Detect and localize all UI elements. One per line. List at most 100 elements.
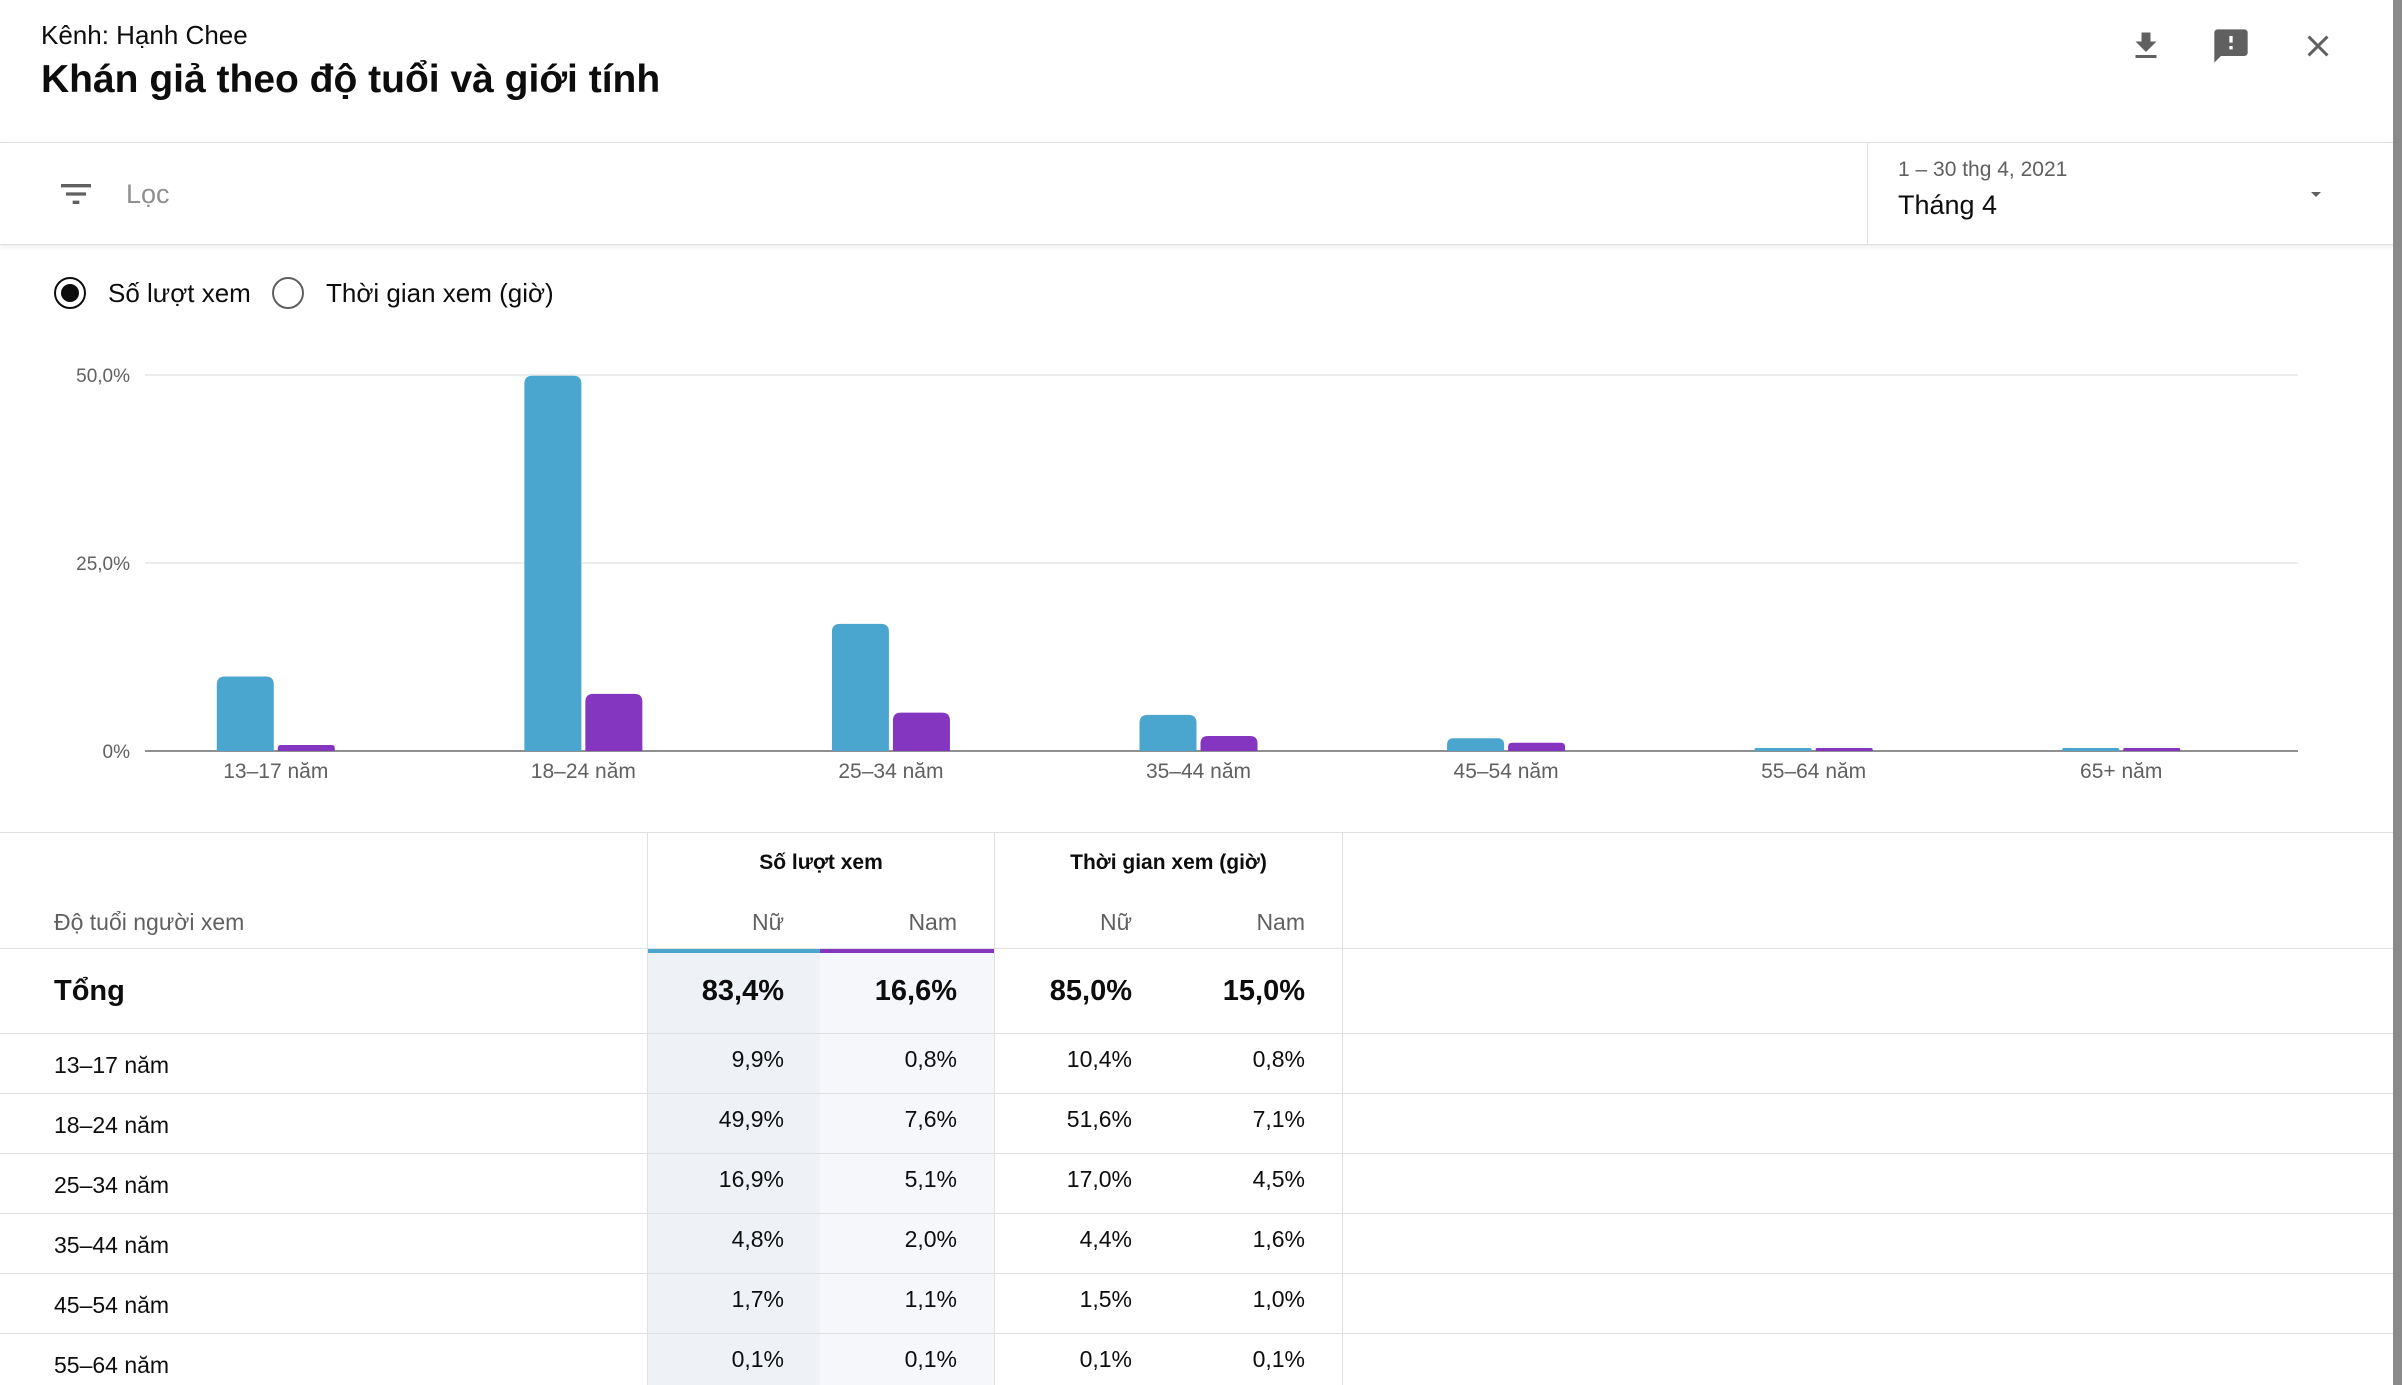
download-icon (2135, 32, 2157, 58)
header-watch-female[interactable]: Nữ (1099, 909, 1132, 935)
header-watch-male[interactable]: Nam (1256, 909, 1305, 935)
x-tick-label: 18–24 năm (531, 760, 636, 783)
x-tick-label: 35–44 năm (1146, 760, 1251, 783)
y-tick-label: 0% (103, 742, 131, 763)
date-period-label: Tháng 4 (1898, 190, 1998, 220)
row-value: 1,7% (731, 1286, 784, 1312)
table-row: 45–54 năm 1,7% 1,1% 1,5% 1,0% (0, 1274, 2393, 1334)
bar-female (1447, 738, 1505, 751)
feedback-icon (2214, 29, 2248, 63)
row-age: 55–64 năm (54, 1352, 170, 1378)
header-views-female[interactable]: Nữ (751, 909, 784, 935)
bar-male (1815, 748, 1873, 751)
row-age: 13–17 năm (54, 1052, 170, 1078)
row-age: 35–44 năm (54, 1232, 170, 1258)
row-value: 9,9% (731, 1046, 784, 1072)
bar-male (2123, 748, 2181, 751)
row-value: 2,0% (904, 1226, 957, 1252)
x-tick-label: 55–64 năm (1761, 760, 1866, 783)
row-value: 49,9% (718, 1106, 784, 1132)
row-value: 10,4% (1066, 1046, 1132, 1072)
radio-views-label: Số lượt xem (108, 277, 251, 308)
bar-male (1508, 742, 1566, 751)
age-gender-chart: 0% 25,0% 50,0% 13–17 năm 18–24 năm 25–34 năm 3… (76, 366, 2298, 783)
col-shade-male (820, 948, 994, 1385)
row-value: 5,1% (904, 1166, 957, 1192)
y-tick-label: 25,0% (76, 554, 130, 575)
download-button[interactable] (2118, 18, 2174, 74)
header-group-watch-time: Thời gian xem (giờ) (1070, 851, 1267, 874)
header-age[interactable]: Độ tuổi người xem (54, 909, 245, 935)
filter-bar: 1 – 30 thg 4, 2021 Tháng 4 (0, 142, 2393, 245)
table-row: 13–17 năm 9,9% 0,8% 10,4% 0,8% (0, 1034, 2393, 1094)
bar-male (1200, 735, 1258, 751)
row-value: 4,5% (1252, 1166, 1305, 1192)
x-tick-label: 13–17 năm (223, 760, 328, 783)
date-range-selector[interactable]: 1 – 30 thg 4, 2021 Tháng 4 (1867, 142, 2393, 244)
x-tick-label: 25–34 năm (838, 760, 943, 783)
radio-watch-time-label: Thời gian xem (giờ) (326, 277, 554, 308)
male-legend-bar (820, 949, 994, 953)
total-label: Tổng (54, 975, 125, 1007)
filter-input[interactable] (126, 172, 1726, 216)
header-views-male[interactable]: Nam (908, 909, 957, 935)
row-value: 51,6% (1066, 1106, 1132, 1132)
x-tick-label: 45–54 năm (1454, 760, 1559, 783)
bar-female (1139, 714, 1197, 751)
page-title: Khán giả theo độ tuổi và giới tính (41, 58, 661, 101)
table-row: 18–24 năm 49,9% 7,6% 51,6% 7,1% (0, 1094, 2393, 1154)
female-legend-bar (648, 949, 820, 953)
row-value: 1,6% (1252, 1226, 1305, 1252)
row-value: 1,5% (1079, 1286, 1132, 1312)
bar-male (277, 744, 335, 751)
feedback-button[interactable] (2203, 18, 2259, 74)
row-value: 7,6% (904, 1106, 957, 1132)
row-value: 0,8% (904, 1046, 957, 1072)
row-value: 4,8% (731, 1226, 784, 1252)
row-value: 1,1% (904, 1286, 957, 1312)
row-value: 0,1% (1079, 1346, 1132, 1372)
row-value: 7,1% (1252, 1106, 1305, 1132)
close-button[interactable] (2290, 18, 2346, 74)
y-tick-label: 50,0% (76, 366, 130, 387)
row-value: 0,1% (904, 1346, 957, 1372)
bar-female (831, 623, 889, 751)
window-edge (2393, 0, 2402, 1385)
row-age: 45–54 năm (54, 1292, 170, 1318)
bar-female (524, 375, 582, 751)
x-tick-label: 65+ năm (2080, 760, 2162, 783)
dialog-header: Kênh: Hạnh Chee Khán giả theo độ tuổi và… (0, 0, 2393, 143)
bar-female (216, 676, 274, 751)
total-value: 15,0% (1222, 975, 1305, 1007)
close-icon (2307, 35, 2329, 57)
data-table: Số lượt xem Thời gian xem (giờ) Độ tuổi … (0, 832, 2393, 1385)
date-range-text: 1 – 30 thg 4, 2021 (1898, 158, 2068, 181)
table-row: 25–34 năm 16,9% 5,1% 17,0% 4,5% (0, 1154, 2393, 1214)
col-shade-female (648, 948, 820, 1385)
total-value: 85,0% (1049, 975, 1132, 1007)
bar-female (1754, 748, 1812, 751)
radio-views-circle (54, 277, 86, 309)
row-value: 0,1% (731, 1346, 784, 1372)
radio-views[interactable]: Số lượt xem (54, 272, 251, 314)
row-value: 4,4% (1079, 1226, 1132, 1252)
channel-label: Kênh: Hạnh Chee (41, 20, 248, 50)
caret-down-icon (2311, 192, 2321, 197)
row-value: 1,0% (1252, 1286, 1305, 1312)
bar-male (585, 693, 643, 751)
row-value: 16,9% (718, 1166, 784, 1192)
table-row: 55–64 năm 0,1% 0,1% 0,1% 0,1% (0, 1334, 2393, 1385)
bar-female (2062, 748, 2120, 751)
row-value: 0,1% (1252, 1346, 1305, 1372)
total-value: 16,6% (874, 975, 957, 1007)
table-row: 35–44 năm 4,8% 2,0% 4,4% 1,6% (0, 1214, 2393, 1274)
row-age: 25–34 năm (54, 1172, 170, 1198)
filter-icon[interactable] (56, 174, 96, 214)
radio-watch-time-circle (272, 277, 304, 309)
radio-watch-time[interactable]: Thời gian xem (giờ) (272, 272, 554, 314)
bar-male (892, 712, 950, 751)
row-age: 18–24 năm (54, 1112, 170, 1138)
total-value: 83,4% (701, 975, 784, 1007)
header-group-views: Số lượt xem (759, 851, 883, 874)
